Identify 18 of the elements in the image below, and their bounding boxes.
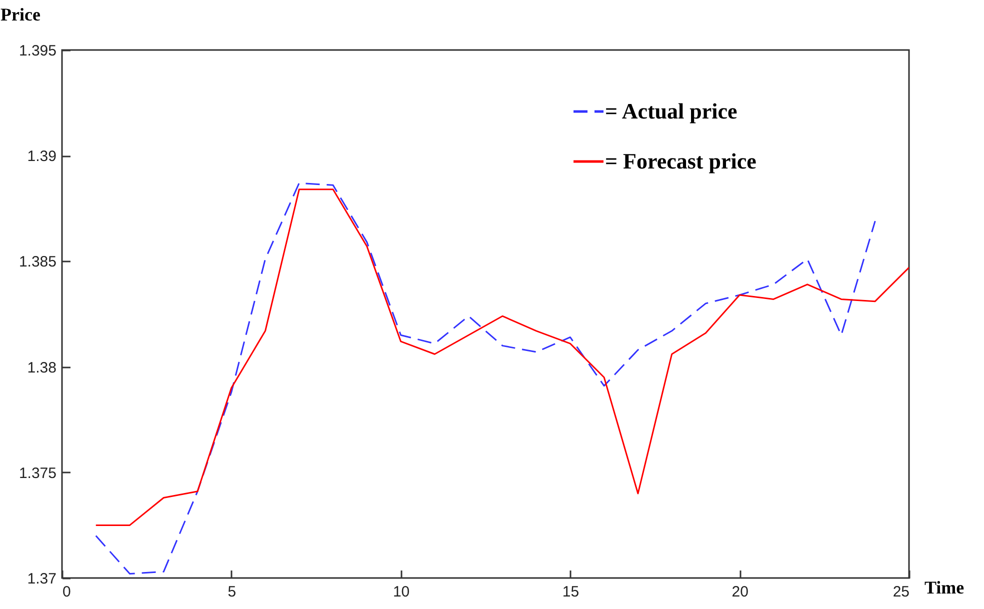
y-tick-label: 1.395 bbox=[18, 42, 56, 60]
line-series bbox=[95, 182, 876, 575]
y-tick-label: 1.375 bbox=[18, 464, 56, 482]
x-tick-label: 20 bbox=[732, 584, 748, 600]
x-tick-label: 0 bbox=[62, 584, 71, 600]
legend-label: = Actual price bbox=[605, 98, 738, 124]
x-tick-label: 25 bbox=[892, 584, 910, 600]
y-tick-label: 1.37 bbox=[27, 570, 56, 588]
y-tick-label: 1.39 bbox=[27, 148, 56, 166]
x-tick-label: 5 bbox=[228, 584, 236, 600]
line-series bbox=[95, 188, 909, 526]
legend-label: = Forecast price bbox=[605, 148, 757, 174]
y-tick-label: 1.385 bbox=[18, 254, 56, 271]
y-tick-label: 1.38 bbox=[27, 359, 56, 376]
x-tick-label: 10 bbox=[392, 584, 410, 600]
y-axis-title: Price bbox=[0, 4, 40, 24]
x-axis-title: Time bbox=[924, 578, 964, 598]
x-tick-label: 15 bbox=[562, 584, 580, 600]
